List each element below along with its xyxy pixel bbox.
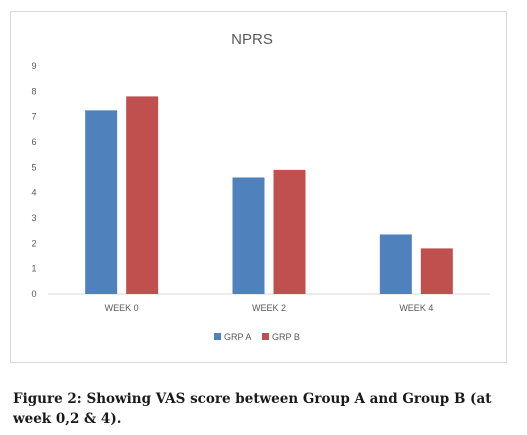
legend-label: GRP B — [272, 332, 300, 342]
bars — [85, 96, 453, 295]
bar-grp-b-week-4 — [420, 248, 453, 294]
x-axis-labels: WEEK 0 WEEK 2 WEEK 4 — [105, 303, 434, 313]
y-tick-label: 6 — [31, 137, 36, 147]
y-axis-ticks: 0 1 2 3 4 5 6 7 8 9 — [31, 61, 36, 299]
x-category-label: WEEK 0 — [105, 303, 139, 313]
bar-grp-a-week-2 — [232, 177, 265, 294]
legend-swatch — [214, 333, 221, 340]
legend-label: GRP A — [224, 332, 251, 342]
y-tick-label: 0 — [31, 289, 36, 299]
bar-grp-b-week-0 — [126, 96, 159, 295]
y-tick-label: 3 — [31, 213, 36, 223]
chart-title: NPRS — [231, 31, 273, 48]
y-tick-label: 8 — [31, 86, 36, 96]
legend-swatch — [262, 333, 269, 340]
y-tick-label: 7 — [31, 112, 36, 122]
legend: GRP A GRP B — [214, 332, 300, 342]
figure-caption: Figure 2: Showing VAS score between Grou… — [13, 391, 492, 427]
y-tick-label: 1 — [31, 264, 36, 274]
bar-grp-a-week-0 — [85, 110, 118, 294]
y-tick-label: 5 — [31, 162, 36, 172]
y-tick-label: 2 — [31, 238, 36, 248]
bar-chart: NPRS 0 1 2 3 4 5 6 7 8 9 WEEK 0 WEEK 2 WEEK 4 GRP A… — [31, 31, 490, 342]
x-category-label: WEEK 2 — [252, 303, 286, 313]
y-tick-label: 4 — [31, 188, 36, 198]
bar-grp-b-week-2 — [273, 169, 306, 294]
y-tick-label: 9 — [31, 61, 36, 71]
x-category-label: WEEK 4 — [399, 303, 433, 313]
bar-grp-a-week-4 — [379, 234, 412, 294]
